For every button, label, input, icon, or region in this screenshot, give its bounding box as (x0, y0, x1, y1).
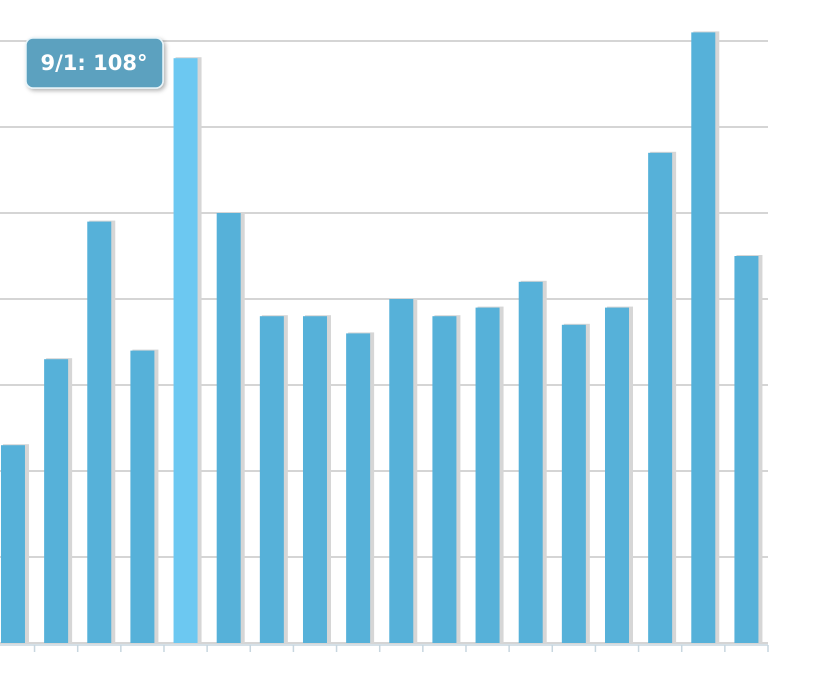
bar (346, 333, 371, 643)
grid (0, 40, 768, 644)
bar (648, 152, 673, 644)
bar (691, 32, 716, 643)
bar (130, 350, 155, 643)
bar (87, 221, 112, 643)
bar (216, 213, 241, 643)
bar (0, 445, 25, 643)
bar (475, 307, 500, 643)
bar (561, 324, 586, 643)
bar (389, 299, 414, 643)
x-axis (0, 644, 769, 652)
bar (518, 281, 543, 643)
tooltip-text: 9/1: 108° (41, 51, 148, 75)
bars (0, 31, 763, 644)
bar (44, 359, 69, 643)
bar (259, 316, 284, 643)
bar (432, 316, 457, 643)
tooltip (25, 37, 164, 89)
bar (734, 256, 759, 643)
tooltip-box (25, 37, 164, 89)
bar (302, 316, 327, 643)
bar (173, 58, 198, 643)
bar (604, 307, 629, 643)
